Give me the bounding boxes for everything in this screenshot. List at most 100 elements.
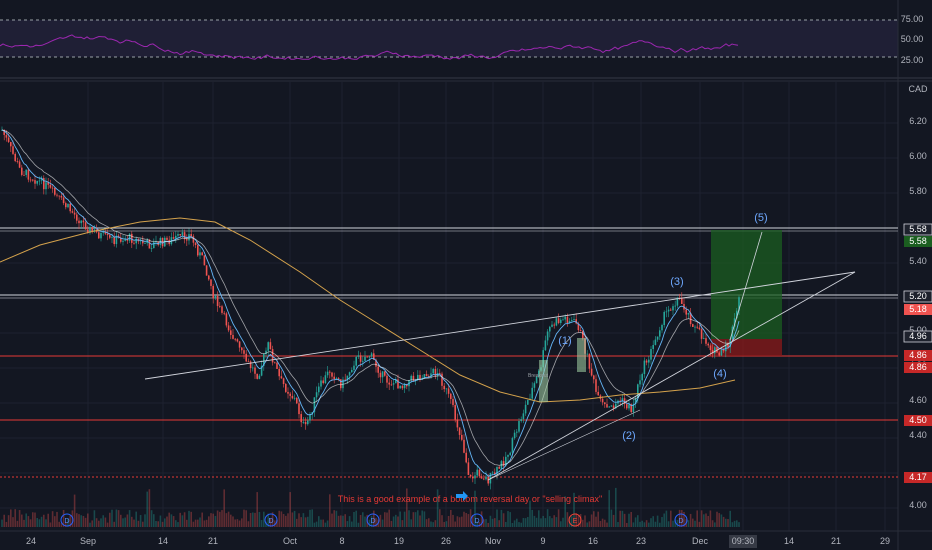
candle-body-161 xyxy=(355,356,357,366)
volume-bar-202 xyxy=(445,521,448,527)
volume-bar-42 xyxy=(93,510,96,527)
candle-body-317 xyxy=(698,327,701,330)
volume-bar-78 xyxy=(172,516,175,527)
volume-bar-197 xyxy=(434,520,437,527)
candle-body-13 xyxy=(29,179,32,181)
candle-body-67 xyxy=(148,239,151,249)
dividend-marker-1[interactable]: D xyxy=(60,513,74,527)
candle-body-252 xyxy=(555,318,558,326)
volume-bar-335 xyxy=(738,522,740,527)
candle-body-96 xyxy=(212,285,214,299)
candle-body-24 xyxy=(54,187,56,195)
candle-body-12 xyxy=(27,169,30,180)
candle-body-4 xyxy=(10,142,12,147)
candle-body-293 xyxy=(645,360,648,363)
candle-body-277 xyxy=(610,405,613,407)
volume-bar-260 xyxy=(573,492,575,527)
volume-bar-141 xyxy=(311,509,313,527)
candle-body-297 xyxy=(654,339,657,345)
time-tick-21b: 21 xyxy=(831,536,841,546)
candle-body-216 xyxy=(476,469,478,476)
candle-body-186 xyxy=(410,375,412,381)
time-tick-19: 19 xyxy=(394,536,404,546)
selling-climax-annotation[interactable]: This is a good example of a bottom rever… xyxy=(338,494,603,504)
candle-body-147 xyxy=(324,375,327,384)
dividend-marker-2[interactable]: D xyxy=(264,513,278,527)
candle-body-162 xyxy=(357,355,360,357)
tag-bg-518 xyxy=(904,304,932,315)
volume-bar-7 xyxy=(16,520,19,527)
candle-body-56 xyxy=(124,239,126,241)
time-tick-9: 9 xyxy=(540,536,545,546)
candle-body-199 xyxy=(439,372,441,374)
volume-bar-106 xyxy=(234,519,236,527)
candle-body-27 xyxy=(60,195,63,198)
earnings-marker[interactable]: E xyxy=(568,513,582,527)
candle-body-279 xyxy=(615,403,617,409)
wave-label-4[interactable]: (4) xyxy=(713,368,726,380)
candle-body-244 xyxy=(538,370,540,377)
volume-bar-144 xyxy=(318,516,320,527)
candle-body-207 xyxy=(456,419,459,428)
volume-bar-281 xyxy=(619,510,621,527)
candle-body-80 xyxy=(177,234,179,236)
volume-bar-246 xyxy=(542,515,544,527)
volume-bar-109 xyxy=(241,518,243,527)
volume-bar-303 xyxy=(667,521,670,527)
volume-bar-101 xyxy=(223,489,225,527)
wave-label-3[interactable]: (3) xyxy=(670,276,683,288)
candle-body-231 xyxy=(509,452,511,455)
candle-body-313 xyxy=(689,312,692,325)
time-tick-24: 24 xyxy=(26,536,36,546)
dividend-marker-5[interactable]: D xyxy=(674,513,688,527)
wave-label-5[interactable]: (5) xyxy=(754,212,767,224)
volume-bar-295 xyxy=(650,518,652,527)
candle-body-102 xyxy=(225,313,228,326)
candle-body-106 xyxy=(234,338,236,340)
wave-label-2[interactable]: (2) xyxy=(622,430,635,442)
candle-body-217 xyxy=(478,469,481,477)
candle-body-158 xyxy=(348,372,351,376)
candle-body-309 xyxy=(681,297,683,305)
volume-bar-241 xyxy=(531,509,533,527)
volume-bar-244 xyxy=(538,510,540,527)
wave-labels[interactable]: (1) (2) (3) (4) (5) xyxy=(558,212,767,442)
volume-bar-84 xyxy=(186,519,188,527)
time-tick-23: 23 xyxy=(636,536,646,546)
candle-body-232 xyxy=(511,438,514,453)
trend-lines[interactable] xyxy=(144,231,856,481)
candle-body-104 xyxy=(230,330,232,335)
price-axis[interactable]: CAD 6.20 6.00 5.80 5.40 5.00 4.80 4.60 4… xyxy=(897,0,928,550)
volume-bar-118 xyxy=(260,520,263,527)
volume-bar-278 xyxy=(612,514,615,527)
volume-bar-314 xyxy=(692,518,694,527)
volume-bar-236 xyxy=(520,522,522,527)
candle-body-165 xyxy=(364,356,366,361)
volume-bar-161 xyxy=(355,510,357,527)
volume-bar-268 xyxy=(590,514,593,527)
dividend-marker-3[interactable]: D xyxy=(366,513,380,527)
dividend-marker-4[interactable]: D xyxy=(470,513,484,527)
candle-body-211 xyxy=(465,452,467,463)
volume-bar-70 xyxy=(155,520,157,527)
candle-body-94 xyxy=(208,275,210,280)
event-markers[interactable]: D D D D E D xyxy=(60,513,688,527)
volume-bar-97 xyxy=(214,515,217,527)
volume-bar-325 xyxy=(716,511,718,527)
volume-bar-151 xyxy=(333,510,335,527)
time-axis[interactable]: 24 Sep 14 21 Oct 8 19 26 Nov 9 16 23 Dec… xyxy=(0,530,932,548)
candle-body-64 xyxy=(142,239,144,244)
volume-bar-253 xyxy=(557,509,560,527)
candle-body-150 xyxy=(331,372,333,377)
candle-body-246 xyxy=(542,350,544,368)
candle-body-116 xyxy=(256,373,258,379)
candle-body-287 xyxy=(632,404,635,413)
candle-body-3 xyxy=(7,137,10,143)
volume-bar-299 xyxy=(659,522,661,527)
wave-label-1[interactable]: (1) xyxy=(558,335,571,347)
volume-bar-76 xyxy=(168,512,170,527)
tag-bg-417 xyxy=(904,472,932,483)
price-tick-600: 6.00 xyxy=(909,151,927,161)
volume-bar-17 xyxy=(38,519,41,527)
